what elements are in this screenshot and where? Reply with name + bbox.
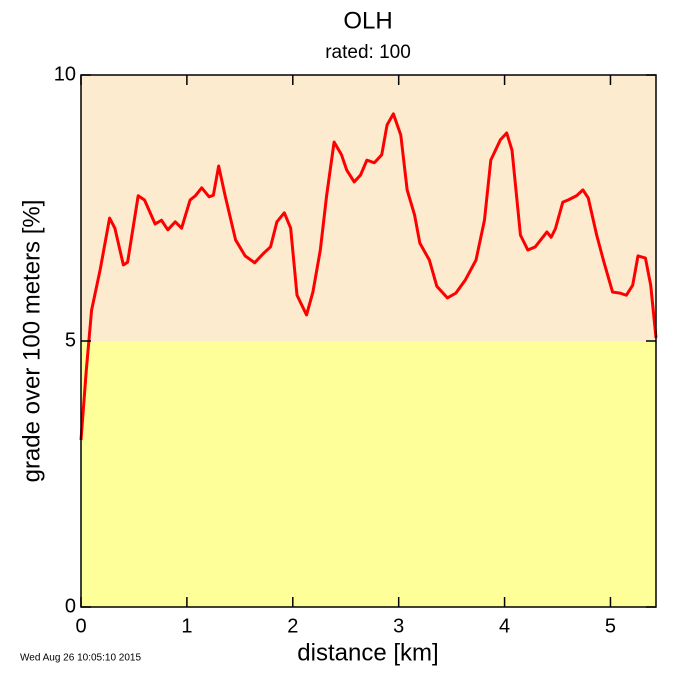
band: [81, 75, 656, 341]
y-tick-label: 0: [65, 595, 76, 617]
chart-subtitle: rated: 100: [325, 42, 411, 63]
x-tick-label: 0: [75, 615, 86, 637]
timestamp: Wed Aug 26 10:05:10 2015: [20, 653, 141, 664]
x-tick-label: 4: [499, 615, 510, 637]
y-axis-label: grade over 100 meters [%]: [18, 200, 45, 483]
x-tick-label: 2: [287, 615, 298, 637]
data-line: [79, 112, 658, 441]
band: [81, 341, 656, 607]
y-tick-label: 5: [65, 329, 76, 351]
y-tick-label: 10: [54, 63, 76, 85]
chart-title: OLH: [343, 7, 392, 34]
x-tick-label: 1: [181, 615, 192, 637]
x-axis-label: distance [km]: [297, 639, 438, 666]
x-tick-label: 3: [393, 615, 404, 637]
x-tick-label: 5: [605, 615, 616, 637]
